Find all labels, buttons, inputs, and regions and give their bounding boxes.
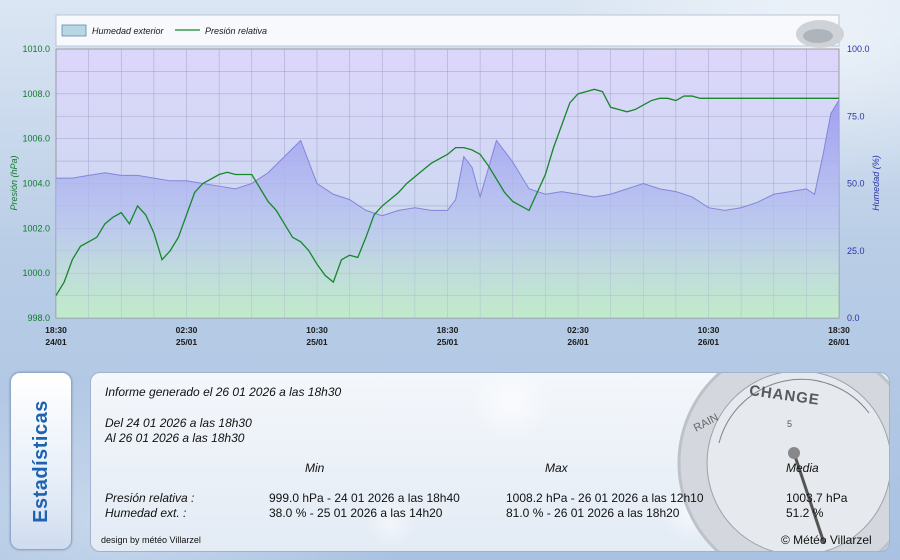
x-tick-time: 10:30 xyxy=(698,325,720,335)
y-tick-left: 1002.0 xyxy=(22,223,50,233)
humidity-min-value: 38.0 % - 25 01 2026 a las 14h20 xyxy=(269,506,443,520)
statistics-tab-label: Estadísticas xyxy=(29,399,52,523)
barometer-five-label: 5 xyxy=(787,419,793,429)
x-tick-time: 02:30 xyxy=(176,325,198,335)
legend-humidity-label: Humedad exterior xyxy=(92,26,165,36)
design-credit: design by météo Villarzel xyxy=(101,535,201,545)
legend-pressure-label: Presión relativa xyxy=(205,26,267,36)
humidity-max-value: 81.0 % - 26 01 2026 a las 18h20 xyxy=(506,506,680,520)
x-tick-date: 25/01 xyxy=(437,337,459,347)
x-tick-time: 18:30 xyxy=(45,325,67,335)
x-tick-time: 10:30 xyxy=(306,325,328,335)
legend-humidity-swatch xyxy=(61,24,87,37)
weather-chart: Humedad exterior Presión relativa 998.0 1… xyxy=(9,14,881,347)
humidity-row-label: Humedad ext. : xyxy=(105,506,187,520)
copyright-text: © Météo Villarzel xyxy=(781,533,872,547)
pressure-line xyxy=(55,88,839,296)
column-max-header: Max xyxy=(545,461,568,475)
barometer-image: CHANGE RAIN 5 xyxy=(659,373,889,551)
humidity-area xyxy=(56,100,839,318)
y-tick-left: 998.0 xyxy=(27,313,50,323)
y-tick-left: 1006.0 xyxy=(22,134,50,144)
x-tick-date: 26/01 xyxy=(567,337,589,347)
y-tick-right: 0.0 xyxy=(847,313,860,323)
y-tick-right: 25.0 xyxy=(847,246,865,256)
y-axis-right-title: Humedad (%) xyxy=(871,155,881,211)
statistics-tab[interactable]: Estadísticas xyxy=(10,372,72,550)
barometer-corner-image xyxy=(796,20,844,48)
x-tick-date: 24/01 xyxy=(45,337,67,347)
column-min-header: Min xyxy=(305,461,325,475)
humidity-avg-value: 51.2 % xyxy=(786,506,824,520)
pressure-avg-value: 1003.7 hPa xyxy=(786,491,848,505)
y-tick-left: 1000.0 xyxy=(22,268,50,278)
period-from-text: Del 24 01 2026 a las 18h30 xyxy=(105,416,252,430)
y-tick-left: 1004.0 xyxy=(22,179,50,189)
pressure-row-label: Presión relativa : xyxy=(105,491,195,505)
y-tick-right: 75.0 xyxy=(847,111,865,121)
statistics-panel: CHANGE RAIN 5 Informe generado el 26 01 … xyxy=(90,372,890,552)
pressure-min-value: 999.0 hPa - 24 01 2026 a las 18h40 xyxy=(269,491,460,505)
pressure-max-value: 1008.2 hPa - 26 01 2026 a las 12h10 xyxy=(506,491,704,505)
y-tick-right: 100.0 xyxy=(847,44,870,54)
report-generated-text: Informe generado el 26 01 2026 a las 18h… xyxy=(105,385,342,399)
x-tick-time: 18:30 xyxy=(437,325,459,335)
y-tick-left: 1008.0 xyxy=(22,89,50,99)
x-tick-date: 25/01 xyxy=(176,337,198,347)
x-tick-time: 02:30 xyxy=(567,325,589,335)
column-avg-header: Media xyxy=(786,461,819,475)
x-tick-date: 26/01 xyxy=(828,337,850,347)
y-tick-left: 1010.0 xyxy=(22,44,50,54)
legend-box xyxy=(55,14,840,47)
humidity-line xyxy=(56,99,840,217)
x-tick-date: 25/01 xyxy=(306,337,328,347)
x-tick-time: 18:30 xyxy=(828,325,850,335)
period-to-text: Al 26 01 2026 a las 18h30 xyxy=(105,431,245,445)
y-axis-left-title: Presión (hPa) xyxy=(9,155,19,210)
x-tick-date: 26/01 xyxy=(698,337,720,347)
y-tick-right: 50.0 xyxy=(847,179,865,189)
